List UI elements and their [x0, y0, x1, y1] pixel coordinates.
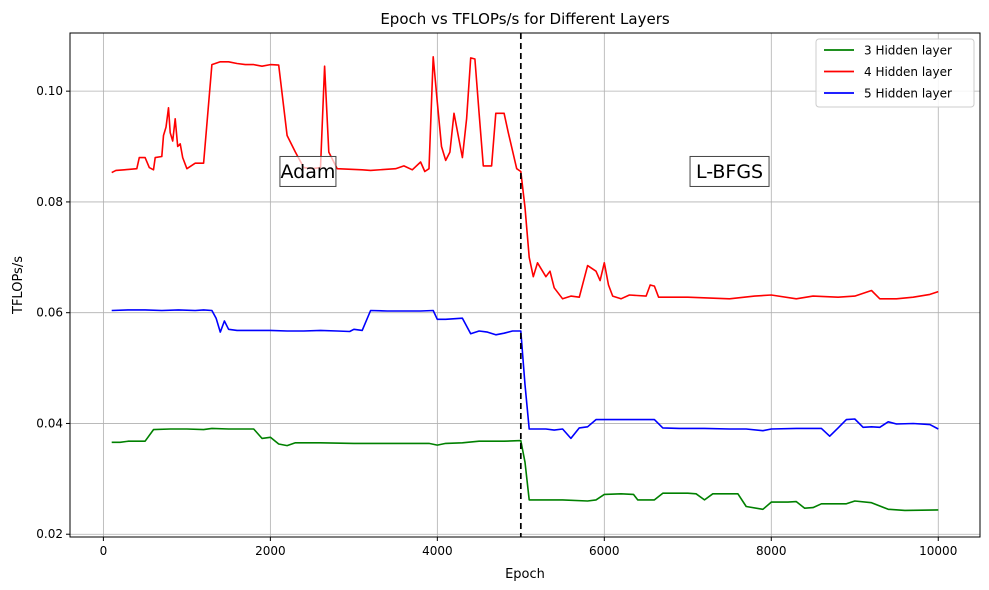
x-tick-label: 8000: [756, 544, 787, 558]
x-tick-label: 10000: [919, 544, 957, 558]
axis-ticks: 0 2000 4000 6000 8000 10000 0.02 0.04 0.06 0.08 0.…: [36, 84, 957, 558]
annotations: Adam L-BFGS: [279, 155, 770, 187]
series-line-3-hidden-layer: [111, 427, 939, 512]
y-tick-label: 0.06: [36, 306, 63, 320]
x-tick-label: 6000: [589, 544, 620, 558]
y-tick-label: 0.10: [36, 84, 63, 98]
y-tick-label: 0.04: [36, 416, 63, 430]
annotation-box: [689, 155, 770, 187]
annotation-0: Adam: [279, 155, 337, 187]
legend: 3 Hidden layer 4 Hidden layer 5 Hidden lay…: [815, 38, 975, 108]
series-line-5-hidden-layer: [111, 309, 939, 440]
x-tick-label: 2000: [255, 544, 286, 558]
annotation-1: L-BFGS: [689, 155, 770, 187]
series-line-4-hidden-layer: [111, 56, 939, 300]
chart-title: Epoch vs TFLOPs/s for Different Layers: [380, 10, 670, 28]
annotation-label: Adam: [280, 161, 335, 183]
y-tick-label: 0.08: [36, 195, 63, 209]
y-axis-label: TFLOPs/s: [11, 256, 26, 315]
legend-frame: [815, 38, 975, 108]
legend-label: 4 Hidden layer: [864, 65, 952, 79]
legend-label: 5 Hidden layer: [864, 87, 952, 101]
plot-frame: [69, 32, 981, 538]
annotation-label: L-BFGS: [696, 161, 763, 183]
x-tick-label: 0: [100, 544, 108, 558]
series-lines: [111, 56, 939, 512]
y-tick-label: 0.02: [36, 527, 63, 541]
x-tick-label: 4000: [422, 544, 453, 558]
legend-label: 3 Hidden layer: [864, 44, 952, 58]
x-axis-label: Epoch: [505, 567, 545, 582]
annotation-box: [279, 155, 337, 187]
